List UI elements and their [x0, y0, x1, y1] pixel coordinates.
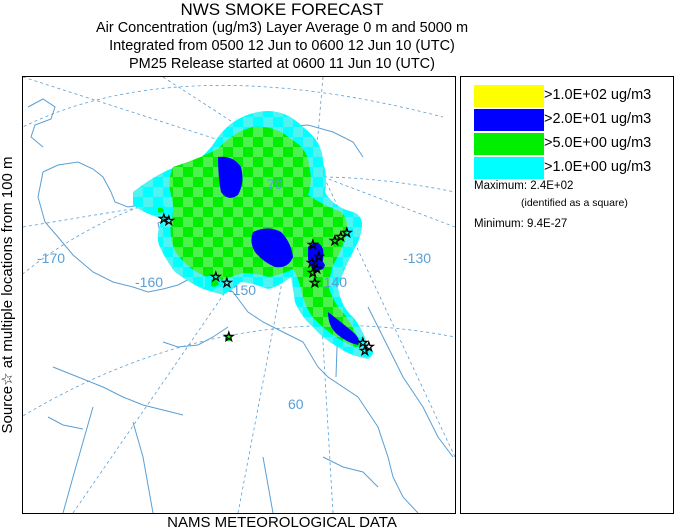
maximum-label: Maximum: — [474, 180, 528, 192]
smoke-contour-3 — [218, 156, 359, 345]
legend-panel: >1.0E+02 ug/m3 >2.0E+01 ug/m3 >5.0E+00 u… — [460, 76, 674, 514]
legend-label-2: >2.0E+01 ug/m3 — [544, 111, 652, 127]
smoke-isolated-patches — [153, 204, 232, 342]
star-icon: ☆ — [313, 250, 325, 265]
star-icon: ☆ — [163, 214, 175, 229]
minimum-value: 9.4E-27 — [527, 218, 568, 230]
concentration-subtitle: Air Concentration (ug/m3) Layer Average … — [95, 20, 469, 36]
legend-swatch-yellow — [474, 85, 544, 107]
legend-label-4: >1.0E+00 ug/m3 — [544, 159, 652, 175]
lat-label-60: 60 — [288, 396, 304, 412]
lon-label-130: -130 — [403, 250, 431, 266]
minimum-label: Minimum: — [474, 218, 524, 230]
maximum-stat: Maximum: 2.4E+02 — [474, 180, 573, 192]
star-icon: ☆ — [210, 270, 222, 285]
star-icon: ☆ — [341, 226, 353, 241]
source-label-text: Source — [0, 385, 16, 434]
graticule-labels: -170 -160 -150 -140 -130 70 60 — [37, 176, 431, 412]
lon-label-170: -170 — [37, 250, 65, 266]
maximum-note: (identified as a square) — [521, 197, 628, 209]
star-icon: ☆ — [311, 262, 323, 277]
star-icon: ☆ — [0, 372, 16, 386]
legend-swatch-green — [474, 133, 544, 155]
source-label-rest: at multiple locations from 100 m — [0, 156, 16, 373]
star-icon: ☆ — [357, 336, 369, 351]
star-icon: ☆ — [306, 256, 318, 271]
meteorological-data-label: NAMS METEOROLOGICAL DATA — [167, 514, 397, 531]
maximum-value: 2.4E+02 — [530, 180, 574, 192]
legend-label-3: >5.0E+00 ug/m3 — [544, 135, 652, 151]
star-icon: ☆ — [335, 230, 347, 245]
source-label: Source☆ at multiple locations from 100 m — [0, 0, 18, 532]
lon-label-140: -140 — [319, 274, 347, 290]
legend-label-1: >1.0E+02 ug/m3 — [544, 87, 652, 103]
minimum-stat: Minimum: 9.4E-27 — [474, 218, 567, 230]
smoke-map: ☆ ☆ ☆ ☆ ☆ ☆ ☆ ☆ ☆ ☆ ☆ ☆ ☆ ☆ ☆ ☆ ☆ -170 -… — [23, 77, 455, 513]
legend-swatch-blue — [474, 109, 544, 131]
fire-source-markers: ☆ ☆ ☆ ☆ ☆ ☆ ☆ ☆ ☆ ☆ ☆ ☆ ☆ ☆ ☆ ☆ ☆ — [158, 212, 376, 360]
star-icon: ☆ — [307, 266, 319, 281]
legend-swatch-cyan — [474, 157, 544, 179]
star-icon: ☆ — [309, 276, 321, 291]
star-icon: ☆ — [158, 212, 170, 227]
release-info: PM25 Release started at 0600 11 Jun 10 (… — [128, 56, 435, 72]
star-icon: ☆ — [359, 344, 371, 359]
star-icon: ☆ — [223, 330, 235, 345]
star-icon: ☆ — [363, 340, 375, 355]
star-icon: ☆ — [221, 276, 233, 291]
map-panel: ☆ ☆ ☆ ☆ ☆ ☆ ☆ ☆ ☆ ☆ ☆ ☆ ☆ ☆ ☆ ☆ ☆ -170 -… — [22, 76, 456, 514]
lon-label-160: -160 — [135, 274, 163, 290]
integration-period: Integrated from 0500 12 Jun to 0600 12 J… — [109, 38, 455, 54]
lon-label-150: -150 — [228, 282, 256, 298]
star-icon: ☆ — [307, 238, 319, 253]
lat-label-70: 70 — [267, 176, 283, 192]
star-icon: ☆ — [329, 234, 341, 249]
map-title: NWS SMOKE FORECAST — [180, 0, 384, 19]
